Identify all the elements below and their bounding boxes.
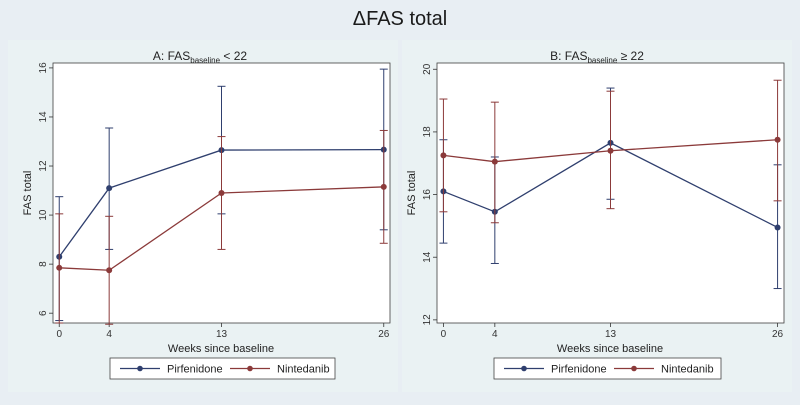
legend-label-nintedanib: Nintedanib — [661, 364, 714, 376]
panel-a-point-nintedanib — [380, 183, 387, 190]
panel-a-ytick-label: 14 — [38, 111, 49, 123]
panel-a-title: A: FASbaseline < 22 — [153, 49, 248, 65]
legend-label-nintedanib: Nintedanib — [277, 364, 330, 376]
panel-b-xtick-label: 26 — [772, 329, 784, 340]
panel-b-point-nintedanib — [607, 147, 614, 154]
panel-a-ytick-label: 12 — [38, 160, 49, 172]
panel-a-legend: Pirfenidone Nintedanib — [109, 357, 336, 380]
legend-label-pirfenidone: Pirfenidone — [167, 364, 223, 376]
panel-a-xtick-label: 0 — [56, 329, 62, 340]
panel-a-series-line-nintedanib — [59, 186, 384, 271]
panel-b-ytick-label: 14 — [422, 251, 433, 263]
panel-b-point-nintedanib — [491, 158, 498, 165]
legend-marker-nintedanib — [247, 365, 253, 372]
figure-title: ΔFAS total — [352, 8, 448, 30]
panel-b-title: B: FASbaseline ≥ 22 — [550, 49, 644, 65]
panel-b-xtick-label: 0 — [441, 329, 447, 340]
legend-label-pirfenidone: Pirfenidone — [551, 364, 607, 376]
panel-b-xlabel: Weeks since baseline — [557, 343, 663, 355]
panel-b-ylabel: FAS total — [406, 171, 418, 216]
panel-b-point-nintedanib — [440, 152, 447, 159]
panel-b-ytick-label: 18 — [422, 126, 433, 138]
panel-a-point-pirfenidone — [106, 185, 113, 192]
panel-b-xtick-label: 13 — [605, 329, 617, 340]
panel-b-series-line-nintedanib — [443, 139, 778, 163]
legend-marker-nintedanib — [631, 365, 637, 372]
panel-a-xtick-label: 13 — [216, 329, 228, 340]
panel-a-point-nintedanib — [218, 190, 225, 196]
panel-b-point-pirfenidone — [774, 224, 781, 231]
panel-b-ytick-label: 16 — [422, 189, 433, 201]
panel-a-xtick-label: 4 — [106, 329, 112, 340]
panel-a-ytick-label: 16 — [38, 62, 49, 74]
panel-a-ylabel: FAS total — [22, 171, 34, 216]
panel-b-legend: Pirfenidone Nintedanib — [493, 357, 722, 380]
panel-a-point-nintedanib — [56, 264, 63, 271]
panel-a-ytick-label: 10 — [38, 209, 49, 221]
panel-a-ytick-label: 8 — [38, 261, 49, 267]
panel-a-xtick-label: 26 — [378, 329, 390, 340]
panel-a-point-nintedanib — [106, 267, 113, 274]
panel-b-xtick-label: 4 — [492, 329, 498, 340]
panel-a-series-line-pirfenidone — [58, 148, 384, 258]
panel-b-series-line-pirfenidone — [443, 142, 778, 229]
panel-b-ytick-label: 20 — [422, 63, 433, 75]
panel-b-point-nintedanib — [774, 136, 781, 143]
panel-b-ytick-label: 12 — [422, 314, 433, 326]
legend-marker-pirfenidone — [521, 365, 527, 372]
panel-a-xlabel: Weeks since baseline — [168, 343, 274, 355]
panel-a-ytick-label: 6 — [38, 310, 49, 316]
chart-marks: 0 4 13 26 6 8 10 12 14 16 0 4 13 26 12 14 16 18 20 — [38, 62, 784, 340]
legend-marker-pirfenidone — [137, 365, 143, 372]
